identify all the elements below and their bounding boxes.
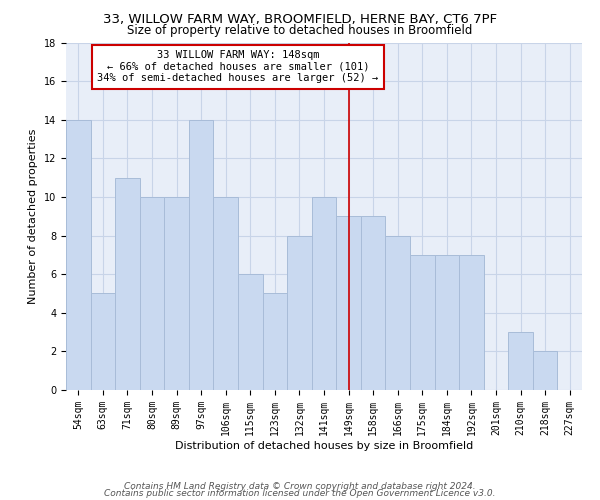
Text: Contains HM Land Registry data © Crown copyright and database right 2024.: Contains HM Land Registry data © Crown c… [124,482,476,491]
Bar [164,197,189,390]
Bar [287,236,312,390]
Bar [410,255,434,390]
Bar [66,120,91,390]
X-axis label: Distribution of detached houses by size in Broomfield: Distribution of detached houses by size … [175,440,473,450]
Text: 33 WILLOW FARM WAY: 148sqm
← 66% of detached houses are smaller (101)
34% of sem: 33 WILLOW FARM WAY: 148sqm ← 66% of deta… [97,50,379,84]
Bar [189,120,214,390]
Bar [459,255,484,390]
Bar [385,236,410,390]
Bar [434,255,459,390]
Bar [214,197,238,390]
Bar [263,294,287,390]
Bar [312,197,336,390]
Bar [508,332,533,390]
Bar [336,216,361,390]
Bar [91,294,115,390]
Bar [533,352,557,390]
Text: Size of property relative to detached houses in Broomfield: Size of property relative to detached ho… [127,24,473,37]
Bar [140,197,164,390]
Bar [361,216,385,390]
Y-axis label: Number of detached properties: Number of detached properties [28,128,38,304]
Bar [115,178,140,390]
Text: Contains public sector information licensed under the Open Government Licence v3: Contains public sector information licen… [104,489,496,498]
Text: 33, WILLOW FARM WAY, BROOMFIELD, HERNE BAY, CT6 7PF: 33, WILLOW FARM WAY, BROOMFIELD, HERNE B… [103,12,497,26]
Bar [238,274,263,390]
